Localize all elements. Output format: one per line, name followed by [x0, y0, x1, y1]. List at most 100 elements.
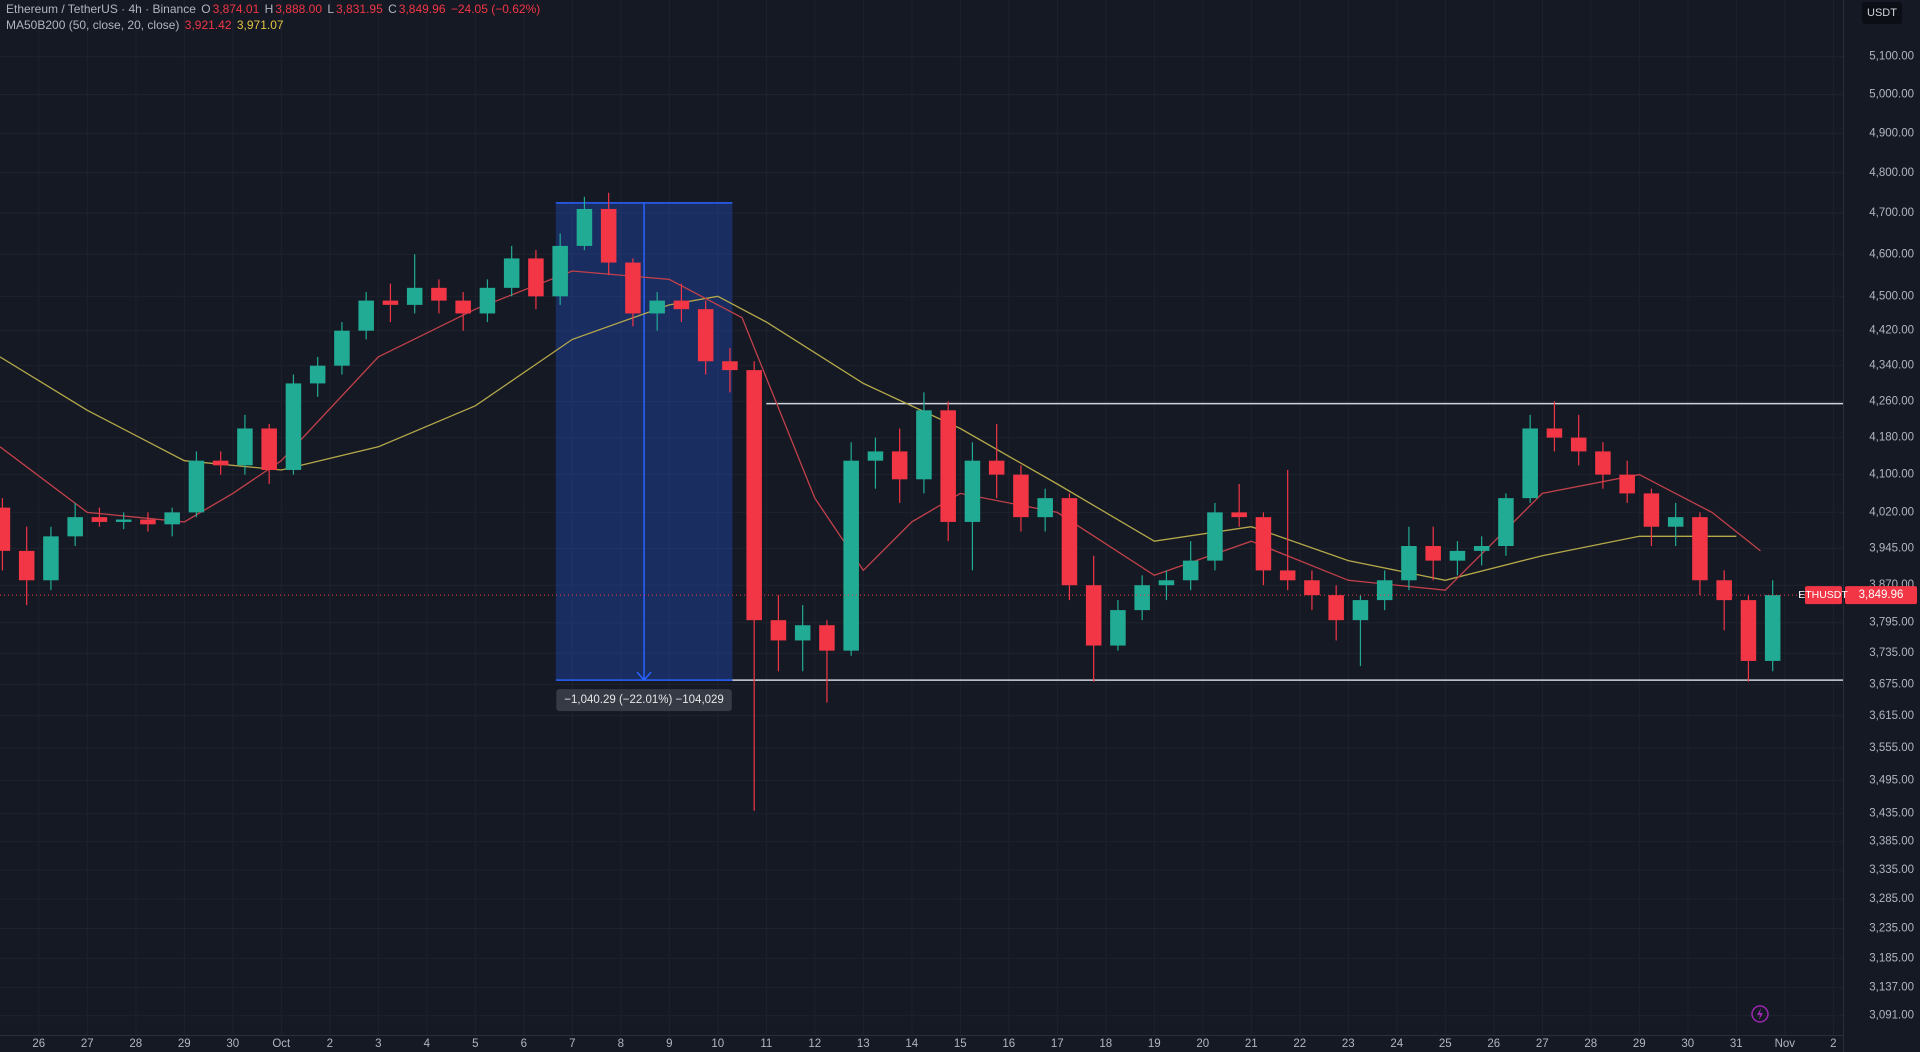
- candle-body: [1473, 546, 1490, 551]
- replay-icon-bolt: [1757, 1008, 1763, 1020]
- candle-body: [988, 460, 1005, 475]
- candle-body: [964, 460, 981, 522]
- candle-body: [1037, 498, 1053, 518]
- candle-body: [528, 258, 544, 297]
- indicator: MA50B200 (50, close, 20, close): [6, 18, 180, 32]
- open-label: O: [201, 2, 211, 16]
- candle-body: [67, 517, 83, 537]
- candle-body: [1376, 580, 1393, 601]
- x-tick-label: 21: [1245, 1038, 1258, 1050]
- x-tick-label: 29: [178, 1038, 191, 1050]
- candle-body: [164, 512, 180, 525]
- candle-body: [1328, 595, 1344, 621]
- x-tick-label: 4: [424, 1038, 431, 1050]
- candle-body: [479, 287, 496, 314]
- x-tick-label: 27: [1536, 1038, 1549, 1050]
- x-tick-label: 28: [1584, 1038, 1597, 1050]
- y-tick-label: 3,495.00: [1869, 774, 1914, 786]
- y-tick-label: 3,285.00: [1869, 893, 1914, 905]
- candle-body: [1182, 560, 1199, 581]
- candle-body: [431, 287, 447, 301]
- candle-body: [770, 620, 787, 641]
- x-tick-label: 30: [1681, 1038, 1694, 1050]
- x-tick-label: 30: [226, 1038, 239, 1050]
- symbol: Ethereum / TetherUS · 4h · Binance: [6, 2, 196, 16]
- x-tick-label: 16: [1002, 1038, 1015, 1050]
- high: 3,888.00: [275, 2, 323, 16]
- candle-body: [1764, 595, 1781, 661]
- x-tick-label: 31: [1730, 1038, 1743, 1050]
- y-tick-label: 4,500.00: [1869, 290, 1914, 302]
- x-tick-label: 28: [129, 1038, 142, 1050]
- candle-body: [1667, 517, 1684, 527]
- candle-body: [600, 208, 617, 263]
- x-tick-label: 9: [666, 1038, 672, 1050]
- x-tick-label: 24: [1390, 1038, 1403, 1050]
- candle-body: [843, 460, 859, 651]
- candle-body: [625, 262, 641, 314]
- x-tick-label: 20: [1196, 1038, 1209, 1050]
- candle-body: [1158, 580, 1175, 586]
- candle-body: [1255, 517, 1272, 571]
- last-price-tag: [1845, 586, 1917, 605]
- x-tick-label: 25: [1439, 1038, 1452, 1050]
- x-tick-label: 29: [1633, 1038, 1646, 1050]
- last-price-label: 3,849.96: [1859, 589, 1904, 601]
- candle-body: [261, 428, 277, 470]
- candle-body: [1352, 600, 1369, 621]
- candle-body: [673, 300, 690, 310]
- candle-body: [940, 410, 956, 522]
- measure-arrow-head: [636, 671, 652, 682]
- x-tick-label: 2: [1830, 1038, 1836, 1050]
- candle-body: [188, 460, 205, 513]
- x-tick-label: 18: [1099, 1038, 1112, 1050]
- x-tick-label: 14: [905, 1038, 918, 1050]
- candle-body: [406, 287, 423, 305]
- y-tick-label: 3,385.00: [1869, 836, 1914, 848]
- ma-fast: 3,921.42: [184, 18, 232, 32]
- ma-slow: 3,971.07: [236, 18, 284, 32]
- x-tick-label: 10: [711, 1038, 724, 1050]
- symbol-tag: [1805, 586, 1842, 605]
- x-tick-label: 13: [857, 1038, 870, 1050]
- candle-body: [334, 330, 350, 366]
- x-tick-label: 22: [1293, 1038, 1306, 1050]
- x-tick-label: 15: [954, 1038, 967, 1050]
- y-tick-label: 3,735.00: [1869, 647, 1914, 659]
- x-tick-label: 17: [1051, 1038, 1064, 1050]
- y-tick-label: 3,615.00: [1869, 710, 1914, 722]
- x-tick-label: 5: [472, 1038, 478, 1050]
- y-tick-label: 5,100.00: [1869, 51, 1914, 63]
- change: −24.05 (−0.62%): [450, 2, 541, 16]
- candle-body: [91, 517, 108, 522]
- ma-line: [0, 270, 1761, 591]
- candle-body: [1304, 580, 1320, 596]
- y-tick-label: 3,675.00: [1869, 678, 1914, 690]
- currency-box[interactable]: [1862, 2, 1902, 24]
- candle-body: [576, 208, 593, 246]
- candle-body: [1595, 451, 1611, 475]
- close-label: C: [388, 2, 397, 16]
- candle-body: [891, 451, 908, 480]
- x-tick-label: Oct: [272, 1038, 291, 1050]
- candle-body: [1619, 474, 1635, 494]
- candle-body: [1207, 512, 1223, 561]
- symbol-label: ETHUSDT: [1798, 589, 1848, 601]
- candle-body: [1425, 546, 1441, 561]
- y-tick-label: 3,555.00: [1869, 742, 1914, 754]
- y-tick-label: 4,100.00: [1869, 469, 1914, 481]
- y-tick-label: 4,700.00: [1869, 207, 1914, 219]
- candle-body: [916, 410, 932, 480]
- candle-body: [552, 245, 568, 297]
- y-tick-label: 4,260.00: [1869, 395, 1914, 407]
- candle-body: [115, 519, 132, 522]
- candle-body: [1570, 437, 1587, 452]
- candle-body: [212, 460, 229, 466]
- y-tick-label: 4,800.00: [1869, 167, 1914, 179]
- candle-body: [503, 258, 520, 288]
- replay-icon[interactable]: [1751, 1005, 1769, 1023]
- candle-body: [819, 625, 835, 651]
- y-tick-label: 4,600.00: [1869, 248, 1914, 260]
